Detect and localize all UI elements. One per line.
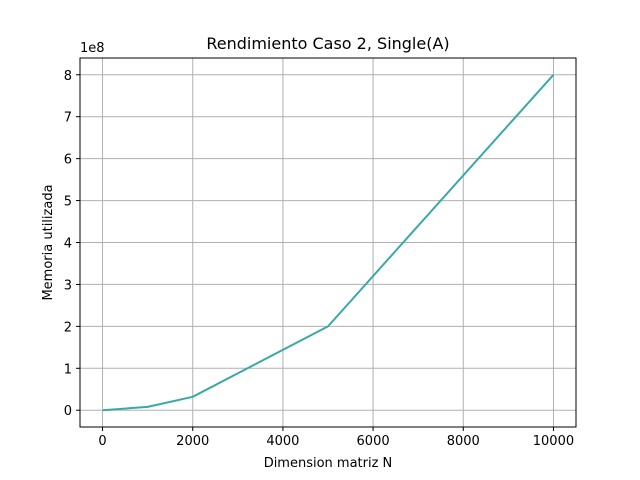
y-tick-label: 2 [64,320,72,335]
y-tick-label: 0 [64,404,72,419]
x-axis: 0 2000 4000 6000 8000 10000 [98,427,574,449]
x-tick-label: 4000 [266,434,299,449]
y-axis: 0 1 2 3 4 5 6 7 8 [64,69,80,419]
grid-lines [80,58,576,427]
series-layer [102,74,555,412]
series-line [102,74,555,412]
y-axis-offset-label: 1e8 [80,41,105,56]
y-tick-label: 5 [64,195,72,210]
y-tick-label: 6 [64,153,72,168]
x-tick-label: 8000 [447,434,480,449]
chart-title: Rendimiento Caso 2, Single(A) [206,34,449,53]
y-tick-label: 7 [64,111,72,126]
x-tick-label: 0 [98,434,106,449]
x-axis-label: Dimension matriz N [264,456,393,471]
y-tick-label: 1 [64,362,72,377]
y-axis-label: Memoria utilizada [41,184,56,300]
y-tick-label: 4 [64,237,72,252]
y-tick-label: 8 [64,69,72,84]
x-tick-label: 6000 [357,434,390,449]
x-tick-label: 2000 [176,434,209,449]
x-tick-label: 10000 [533,434,574,449]
y-tick-label: 3 [64,278,72,293]
